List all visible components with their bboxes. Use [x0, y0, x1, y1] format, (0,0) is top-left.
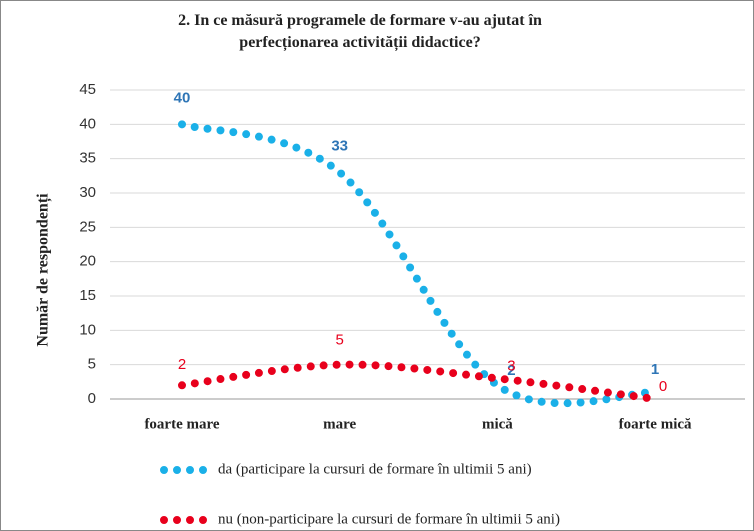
y-tick-label: 10 [79, 321, 96, 338]
chart-title: 2. In ce măsură programele de formare v-… [178, 12, 542, 51]
legend-label: da (participare la cursuri de formare în… [218, 461, 532, 477]
data-label: 33 [331, 137, 348, 154]
series-line [178, 120, 660, 408]
data-label: 2 [507, 362, 515, 379]
series-line [178, 360, 660, 403]
data-label: 5 [336, 332, 344, 349]
legend-label: nu (non-participare la cursuri de formar… [218, 511, 560, 527]
x-tick-label: foarte mare [144, 416, 219, 432]
y-tick-label: 20 [79, 253, 96, 270]
y-tick-label: 0 [88, 390, 96, 407]
data-label: 40 [174, 89, 191, 106]
y-tick-label: 30 [79, 184, 96, 201]
y-tick-label: 15 [79, 287, 96, 304]
y-tick-label: 35 [79, 150, 96, 167]
y-tick-label: 40 [79, 115, 96, 132]
data-label: 2 [178, 356, 186, 373]
y-axis-label: Număr de respondenți [35, 193, 53, 347]
data-label: 3 [507, 357, 515, 374]
x-tick-label: foarte mică [619, 416, 692, 432]
data-label: 1 [651, 361, 659, 378]
y-tick-label: 45 [79, 81, 96, 98]
y-tick-label: 5 [88, 356, 96, 373]
data-label: 0 [659, 378, 667, 395]
x-tick-label: mare [323, 416, 356, 432]
x-tick-label: mică [482, 416, 513, 432]
y-tick-label: 25 [79, 218, 96, 235]
